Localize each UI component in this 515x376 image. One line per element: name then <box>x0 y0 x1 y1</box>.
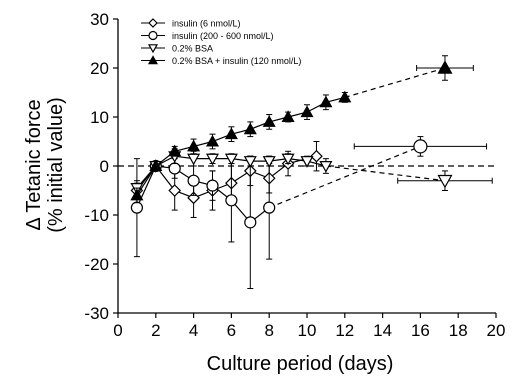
data-point <box>205 134 220 147</box>
data-point <box>130 201 143 214</box>
legend-item: 0.2% BSA + insulin (120 nmol/L) <box>141 55 301 66</box>
data-point <box>130 188 144 201</box>
data-point <box>168 144 182 157</box>
data-point <box>319 95 333 108</box>
data-point <box>437 174 453 189</box>
x-axis-title: Culture period (days) <box>207 353 394 375</box>
legend-item: insulin (200 - 600 nmol/L) <box>141 30 274 41</box>
series-dashed-extension <box>268 145 421 209</box>
series-layer <box>130 55 493 289</box>
data-point <box>319 161 333 173</box>
data-point <box>149 159 163 171</box>
series-line <box>136 96 345 196</box>
x-tick-label: 16 <box>411 321 430 340</box>
y-axis-title-line-2: (% initial value) <box>45 97 67 233</box>
series-line <box>136 155 317 199</box>
data-point <box>281 110 295 123</box>
data-point <box>224 153 238 166</box>
data-point <box>225 194 238 207</box>
data-point <box>187 174 200 187</box>
data-point <box>206 179 219 192</box>
data-point <box>300 156 314 168</box>
data-point <box>413 139 428 154</box>
axes: -30 -20 -10 0 10 20 30 0 2 4 6 8 10 12 14 16 18 20 <box>84 10 505 340</box>
data-point <box>168 162 181 175</box>
legend: insulin (6 nmol/L) insulin (200 - 600 nmo… <box>141 18 301 66</box>
series-3 <box>130 148 493 196</box>
x-tick-label: 18 <box>449 321 468 340</box>
data-point <box>168 184 182 197</box>
data-point <box>310 149 323 163</box>
x-tick-label: 8 <box>264 321 273 340</box>
data-point <box>224 127 238 140</box>
data-point <box>300 105 314 118</box>
y-tick-label: 20 <box>90 59 109 78</box>
x-tick-label: 6 <box>227 321 236 340</box>
data-point <box>148 30 158 41</box>
legend-label: 0.2% BSA + insulin (120 nmol/L) <box>172 56 301 66</box>
data-point <box>243 156 257 168</box>
data-point <box>437 60 453 74</box>
data-point <box>262 156 276 168</box>
y-tick-label: -10 <box>84 206 109 225</box>
data-point <box>263 201 276 214</box>
data-point <box>187 139 201 152</box>
y-tick-label: 10 <box>90 108 109 127</box>
series-4 <box>130 55 474 204</box>
x-tick-label: 14 <box>373 321 392 340</box>
y-tick-label: 30 <box>90 10 109 29</box>
y-tick-label: -30 <box>84 304 109 323</box>
legend-label: insulin (6 nmol/L) <box>172 19 241 29</box>
x-tick-label: 4 <box>189 321 198 340</box>
x-tick-label: 0 <box>113 321 122 340</box>
y-tick-label: 0 <box>100 157 109 176</box>
series-dashed-extension <box>344 67 446 98</box>
legend-label: 0.2% BSA <box>172 44 213 54</box>
y-axis-title-line-1: Δ Tetanic force <box>23 99 45 230</box>
x-tick-label: 12 <box>335 321 354 340</box>
x-tick-label: 20 <box>487 321 506 340</box>
y-tick-label: -20 <box>84 255 109 274</box>
legend-item: 0.2% BSA <box>141 44 213 54</box>
data-point <box>262 115 276 127</box>
series-dashed-extension <box>325 165 446 182</box>
data-point <box>147 55 159 65</box>
data-point <box>244 216 257 229</box>
x-tick-label: 2 <box>151 321 160 340</box>
data-point <box>205 153 220 166</box>
data-point <box>243 122 257 135</box>
series-1 <box>130 141 323 218</box>
data-point <box>147 44 159 54</box>
legend-label: insulin (200 - 600 nmol/L) <box>172 31 274 41</box>
x-tick-label: 10 <box>298 321 317 340</box>
legend-item: insulin (6 nmol/L) <box>141 18 241 29</box>
data-point <box>148 18 158 28</box>
y-axis-title: Δ Tetanic force (% initial value) <box>23 97 67 233</box>
data-point <box>281 153 295 166</box>
data-point <box>338 90 352 103</box>
